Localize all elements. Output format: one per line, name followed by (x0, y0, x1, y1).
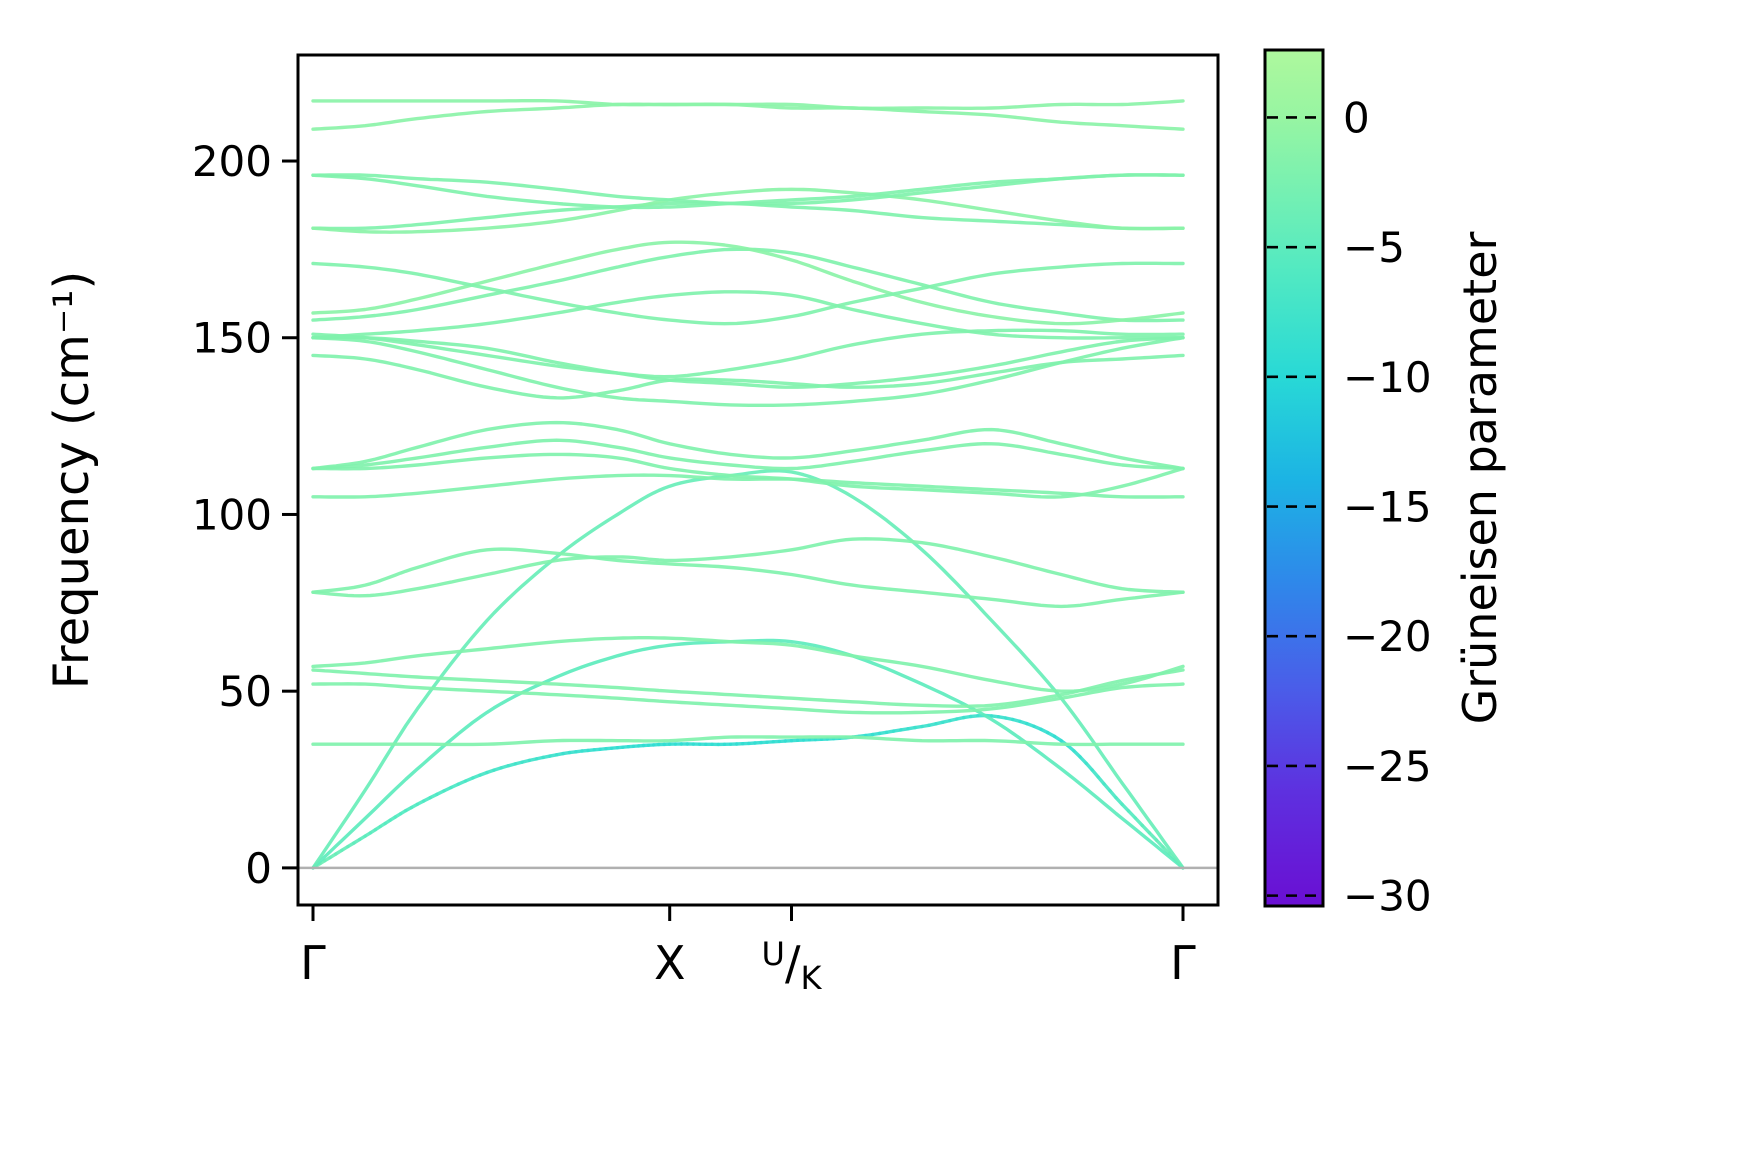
band-line (313, 440, 1183, 468)
colorbar-tick-label: −10 (1343, 353, 1432, 402)
band-line (313, 638, 1183, 692)
colorbar-tick-label: −5 (1343, 223, 1405, 272)
colorbar-layer: 0 −5 −10 −15 −20 −25 −30 (1265, 50, 1432, 921)
y-tick-label: 100 (192, 490, 272, 539)
y-tick-label: 50 (219, 667, 272, 716)
band-line (313, 549, 1183, 606)
colorbar-label: Grüneisen parameter (1453, 231, 1507, 724)
band-line (313, 249, 1183, 320)
band-line (313, 104, 1183, 129)
x-tick-label: X (654, 936, 686, 990)
x-tick-label: Γ (1170, 936, 1196, 990)
colorbar-tick-label: −25 (1343, 742, 1432, 791)
colorbar-tick-label: 0 (1343, 93, 1370, 142)
colorbar-tick-label: −30 (1343, 872, 1432, 921)
x-tick-label: Γ (300, 936, 326, 990)
colorbar-tick-label: −15 (1343, 483, 1432, 532)
band-line (313, 355, 1183, 398)
y-tick-label: 0 (245, 844, 272, 893)
colorbar-tick-label: −20 (1343, 612, 1432, 661)
band-line (313, 203, 1183, 228)
band-lines-layer (313, 101, 1183, 868)
y-tick-label: 150 (192, 314, 272, 363)
band-line (313, 471, 1183, 868)
band-line (313, 539, 1183, 596)
band-line (313, 101, 1183, 109)
x-tick-label: U/K (762, 935, 823, 997)
colorbar-gradient (1265, 50, 1323, 906)
y-tick-label: 200 (192, 137, 272, 186)
y-axis-label: Frequency (cm⁻¹) (44, 271, 100, 689)
